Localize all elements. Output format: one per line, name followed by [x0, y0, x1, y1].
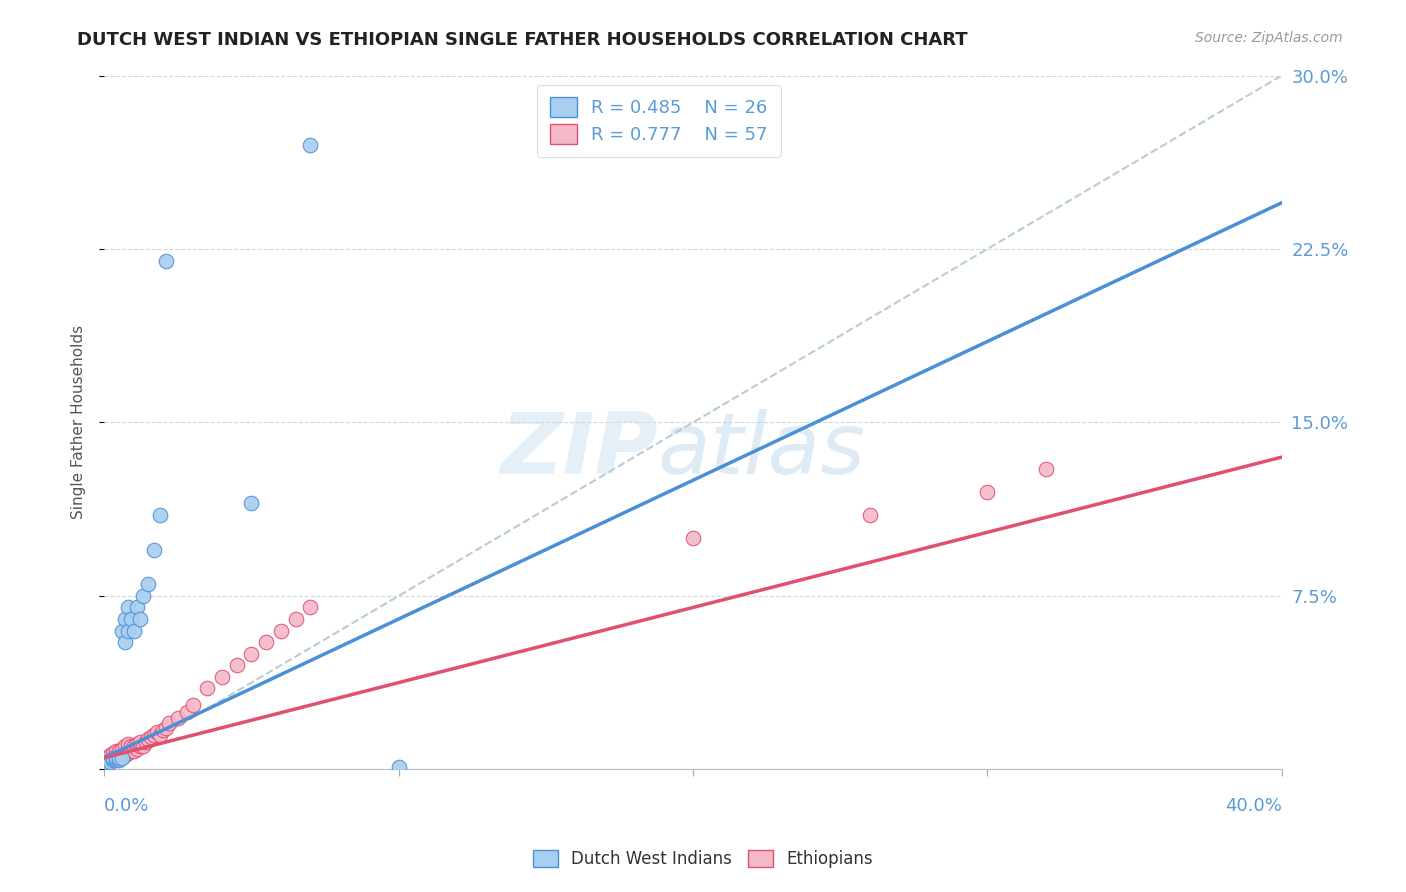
Point — [976, 484, 998, 499]
Point — [388, 760, 411, 774]
Point — [128, 612, 150, 626]
Point — [128, 734, 150, 748]
Text: atlas: atlas — [658, 409, 866, 491]
Point — [117, 741, 139, 756]
Point — [114, 744, 136, 758]
Point — [143, 542, 166, 557]
Point — [108, 753, 131, 767]
Point — [114, 748, 136, 763]
Text: ZIP: ZIP — [501, 409, 658, 491]
Point — [125, 737, 148, 751]
Text: DUTCH WEST INDIAN VS ETHIOPIAN SINGLE FATHER HOUSEHOLDS CORRELATION CHART: DUTCH WEST INDIAN VS ETHIOPIAN SINGLE FA… — [77, 31, 967, 49]
Point — [96, 756, 118, 770]
Point — [120, 744, 142, 758]
Point — [120, 739, 142, 754]
Point — [108, 748, 131, 763]
Point — [125, 600, 148, 615]
Point — [93, 756, 115, 770]
Point — [120, 612, 142, 626]
Point — [149, 728, 172, 742]
Point — [108, 751, 131, 765]
Point — [270, 624, 292, 638]
Y-axis label: Single Father Households: Single Father Households — [72, 326, 86, 519]
Point — [105, 748, 128, 763]
Point — [181, 698, 204, 712]
Point — [859, 508, 882, 522]
Point — [105, 751, 128, 765]
Point — [122, 739, 145, 754]
Point — [117, 746, 139, 760]
Point — [284, 612, 307, 626]
Point — [131, 589, 153, 603]
Point — [195, 681, 218, 696]
Point — [117, 624, 139, 638]
Point — [114, 635, 136, 649]
Point — [141, 730, 163, 744]
Point — [299, 600, 322, 615]
Point — [111, 746, 134, 760]
Point — [111, 751, 134, 765]
Point — [108, 744, 131, 758]
Point — [111, 748, 134, 763]
Point — [254, 635, 277, 649]
Point — [131, 739, 153, 754]
Point — [105, 753, 128, 767]
Point — [122, 624, 145, 638]
Point — [105, 751, 128, 765]
Point — [101, 746, 124, 760]
Legend: R = 0.485    N = 26, R = 0.777    N = 57: R = 0.485 N = 26, R = 0.777 N = 57 — [537, 85, 780, 157]
Point — [98, 748, 121, 763]
Point — [211, 670, 233, 684]
Point — [143, 728, 166, 742]
Point — [225, 658, 247, 673]
Point — [101, 753, 124, 767]
Point — [122, 744, 145, 758]
Point — [155, 253, 177, 268]
Point — [98, 756, 121, 770]
Point — [111, 741, 134, 756]
Point — [108, 751, 131, 765]
Point — [98, 753, 121, 767]
Point — [138, 732, 160, 747]
Point — [146, 725, 169, 739]
Point — [96, 751, 118, 765]
Point — [128, 739, 150, 754]
Point — [138, 577, 160, 591]
Point — [111, 624, 134, 638]
Point — [96, 756, 118, 770]
Point — [1035, 461, 1057, 475]
Point — [117, 737, 139, 751]
Point — [176, 705, 198, 719]
Point — [125, 741, 148, 756]
Point — [682, 531, 704, 545]
Text: Source: ZipAtlas.com: Source: ZipAtlas.com — [1195, 31, 1343, 45]
Point — [101, 751, 124, 765]
Point — [114, 612, 136, 626]
Point — [134, 734, 156, 748]
Text: 40.0%: 40.0% — [1225, 797, 1282, 815]
Legend: Dutch West Indians, Ethiopians: Dutch West Indians, Ethiopians — [526, 843, 880, 875]
Point — [101, 753, 124, 767]
Point — [240, 647, 263, 661]
Point — [101, 751, 124, 765]
Point — [240, 496, 263, 510]
Point — [149, 508, 172, 522]
Point — [117, 600, 139, 615]
Point — [105, 744, 128, 758]
Point — [155, 721, 177, 735]
Point — [299, 137, 322, 152]
Point — [114, 739, 136, 754]
Text: 0.0%: 0.0% — [104, 797, 149, 815]
Point — [157, 716, 180, 731]
Point — [98, 751, 121, 765]
Point — [167, 711, 190, 725]
Point — [152, 723, 174, 737]
